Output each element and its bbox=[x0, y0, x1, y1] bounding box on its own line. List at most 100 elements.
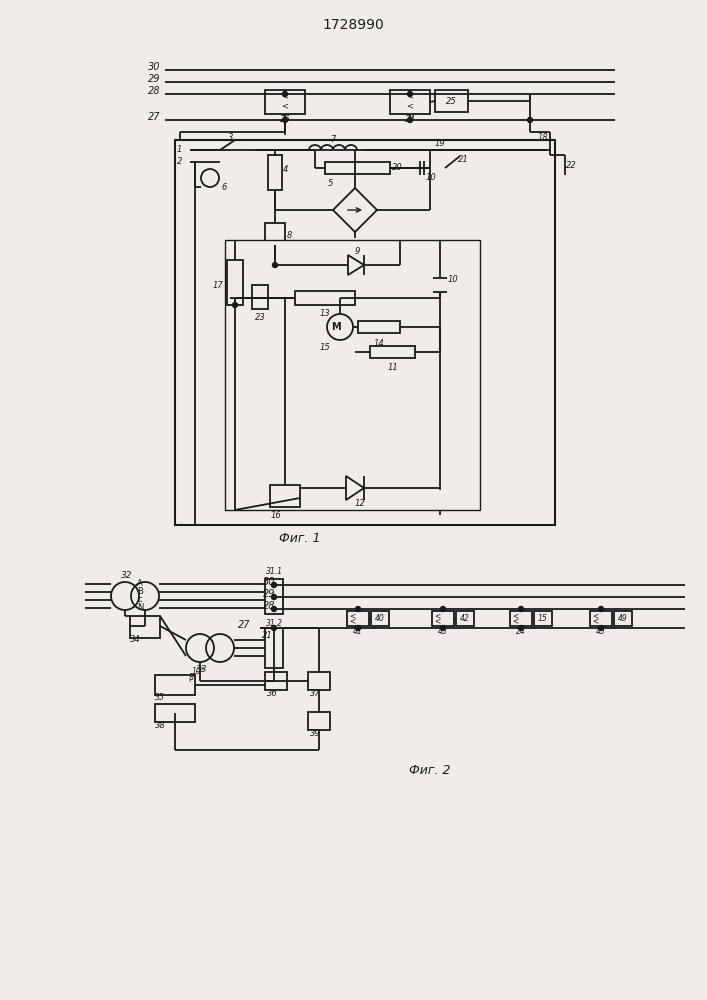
Bar bbox=[510, 611, 532, 626]
Text: <: < bbox=[434, 616, 440, 625]
Text: 30: 30 bbox=[148, 62, 160, 72]
Text: 1728990: 1728990 bbox=[322, 18, 384, 32]
Bar bbox=[268, 155, 282, 190]
Text: 36: 36 bbox=[267, 688, 278, 698]
Text: 22: 22 bbox=[566, 160, 577, 169]
Text: 45: 45 bbox=[596, 628, 606, 637]
Circle shape bbox=[271, 594, 276, 599]
Bar bbox=[347, 611, 369, 626]
Text: 6: 6 bbox=[221, 182, 226, 192]
Text: 2: 2 bbox=[177, 157, 182, 166]
Text: 38: 38 bbox=[155, 720, 165, 730]
Text: 31.1: 31.1 bbox=[266, 566, 283, 576]
Text: 10: 10 bbox=[448, 275, 459, 284]
Text: 15: 15 bbox=[538, 614, 548, 623]
Bar bbox=[265, 223, 285, 245]
Bar bbox=[370, 346, 415, 358]
Text: 32: 32 bbox=[121, 572, 133, 580]
Text: 1: 1 bbox=[177, 145, 182, 154]
Bar bbox=[265, 628, 283, 668]
Text: 15: 15 bbox=[320, 342, 331, 352]
Circle shape bbox=[233, 302, 238, 308]
Text: <: < bbox=[592, 612, 598, 621]
Text: 12: 12 bbox=[355, 499, 366, 508]
Text: 24: 24 bbox=[404, 114, 416, 123]
Bar bbox=[308, 672, 330, 690]
Bar bbox=[227, 260, 243, 305]
Text: <: < bbox=[512, 612, 518, 621]
Text: 21: 21 bbox=[458, 155, 469, 164]
Circle shape bbox=[407, 92, 412, 97]
Bar bbox=[371, 611, 389, 626]
Text: 5: 5 bbox=[327, 178, 333, 188]
Text: 39: 39 bbox=[310, 728, 321, 738]
Text: 17: 17 bbox=[213, 280, 223, 290]
Text: 27: 27 bbox=[148, 112, 160, 122]
Text: 19: 19 bbox=[435, 139, 445, 148]
Circle shape bbox=[440, 626, 445, 631]
Text: 24: 24 bbox=[516, 628, 526, 637]
Text: 26: 26 bbox=[280, 114, 291, 123]
Text: 40: 40 bbox=[375, 614, 385, 623]
Bar bbox=[534, 611, 552, 626]
Text: Фиг. 2: Фиг. 2 bbox=[409, 764, 451, 776]
Bar bbox=[265, 672, 287, 690]
Text: 9: 9 bbox=[355, 246, 361, 255]
Text: 3: 3 bbox=[228, 132, 233, 141]
Text: 16: 16 bbox=[271, 510, 282, 520]
Text: <: < bbox=[349, 612, 355, 621]
Text: 35: 35 bbox=[155, 694, 165, 702]
Circle shape bbox=[283, 117, 288, 122]
Text: Фиг. 1: Фиг. 1 bbox=[279, 532, 321, 544]
Text: 25: 25 bbox=[446, 97, 457, 105]
Bar bbox=[130, 616, 160, 638]
Circle shape bbox=[407, 117, 412, 122]
Text: 33: 33 bbox=[197, 666, 208, 674]
Text: A: A bbox=[137, 580, 143, 588]
Circle shape bbox=[599, 626, 604, 631]
Bar bbox=[456, 611, 474, 626]
Bar bbox=[270, 485, 300, 507]
Bar bbox=[252, 285, 268, 309]
Text: M: M bbox=[331, 322, 341, 332]
Circle shape bbox=[272, 262, 278, 267]
Circle shape bbox=[271, 626, 276, 631]
Text: 7: 7 bbox=[330, 135, 335, 144]
Bar bbox=[295, 291, 355, 305]
Text: <: < bbox=[592, 616, 598, 625]
Bar bbox=[614, 611, 632, 626]
Bar bbox=[308, 712, 330, 730]
Text: 21: 21 bbox=[262, 632, 273, 641]
Text: B: B bbox=[137, 587, 143, 596]
Circle shape bbox=[518, 626, 523, 631]
Text: 37: 37 bbox=[310, 688, 321, 698]
Text: 10: 10 bbox=[426, 174, 437, 182]
Bar bbox=[155, 675, 195, 695]
Circle shape bbox=[518, 606, 523, 611]
Bar bbox=[155, 704, 195, 722]
Bar bbox=[225, 240, 480, 510]
Text: 23: 23 bbox=[255, 312, 266, 322]
Text: 10°: 10° bbox=[192, 668, 206, 676]
Text: <
<: < < bbox=[407, 91, 414, 111]
Text: 29: 29 bbox=[148, 74, 160, 84]
Bar bbox=[175, 140, 555, 525]
Text: 29: 29 bbox=[262, 589, 275, 599]
Bar bbox=[265, 90, 305, 114]
Text: 8: 8 bbox=[287, 231, 293, 239]
Text: 14: 14 bbox=[373, 338, 385, 348]
Text: 27: 27 bbox=[238, 620, 250, 630]
Circle shape bbox=[527, 117, 532, 122]
Bar bbox=[325, 162, 390, 174]
Text: 28: 28 bbox=[148, 86, 160, 96]
Text: <: < bbox=[349, 616, 355, 625]
Text: c: c bbox=[137, 595, 141, 604]
Text: 18: 18 bbox=[538, 133, 549, 142]
Text: 43: 43 bbox=[438, 628, 448, 637]
Text: 11: 11 bbox=[387, 363, 398, 372]
Text: 49: 49 bbox=[618, 614, 628, 623]
Circle shape bbox=[599, 606, 604, 611]
Text: 28: 28 bbox=[262, 601, 275, 611]
Text: 13: 13 bbox=[320, 310, 330, 318]
Bar bbox=[390, 90, 430, 114]
